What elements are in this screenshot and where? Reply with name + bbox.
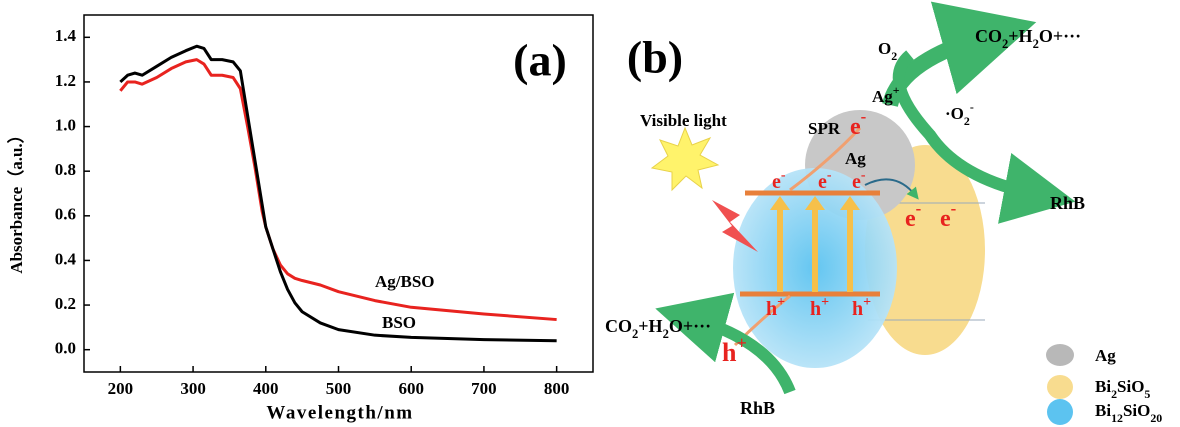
x-tick-label: 500 (326, 379, 352, 398)
oxygen-label: O2 (878, 39, 897, 63)
diagram-b: (b) Visible light SPR Ag Ag+ O2 ·O2- CO2… (605, 26, 1162, 425)
x-tick-label: 200 (108, 379, 134, 398)
legend-swatch (1046, 344, 1074, 366)
x-tick-label: 700 (471, 379, 497, 398)
light-label: Visible light (640, 111, 727, 130)
ag-label: Ag (845, 149, 866, 168)
figure: (a) Wavelength/nm Absorbance（a.u.） 0.0 0.… (0, 0, 1180, 427)
sun-icon (652, 128, 718, 190)
y-tick-label: 0.0 (55, 339, 76, 358)
series-line (120, 60, 556, 320)
series-label: Ag/BSO (375, 272, 435, 291)
y-tick-label: 1.2 (55, 71, 76, 90)
y-tick-label: 0.8 (55, 160, 76, 179)
products-label: CO2+H2O+··· (975, 26, 1081, 51)
x-tick-label: 300 (180, 379, 206, 398)
rhb-label: RhB (1050, 193, 1085, 213)
x-tick-label: 800 (544, 379, 570, 398)
x-axis-label: Wavelength/nm (266, 402, 413, 423)
y-tick-label: 1.4 (55, 26, 77, 45)
y-tick-label: 1.0 (55, 115, 76, 134)
legend-label: Bi2SiO5 (1095, 377, 1150, 401)
x-tick-label: 400 (253, 379, 279, 398)
spr-label: SPR (808, 119, 841, 138)
legend-swatch (1047, 375, 1073, 399)
superoxide-label: ·O2- (945, 100, 974, 128)
hole-label: h+ (722, 333, 747, 367)
legend-label: Ag (1095, 346, 1116, 365)
series-line (120, 46, 556, 341)
panel-label: (a) (513, 35, 567, 86)
series-label: BSO (382, 313, 416, 332)
panel-label: (b) (627, 32, 683, 83)
rhb-label: RhB (740, 398, 775, 418)
y-tick-label: 0.4 (55, 249, 77, 268)
y-tick-label: 0.6 (55, 205, 76, 224)
y-tick-label: 0.2 (55, 294, 76, 313)
x-tick-label: 600 (398, 379, 424, 398)
legend-swatch (1047, 399, 1073, 425)
y-axis-label: Absorbance（a.u.） (6, 126, 26, 273)
chart-a: (a) Wavelength/nm Absorbance（a.u.） 0.0 0.… (6, 15, 593, 423)
products-label: CO2+H2O+··· (605, 316, 711, 341)
legend-label: Bi12SiO20 (1095, 401, 1162, 425)
